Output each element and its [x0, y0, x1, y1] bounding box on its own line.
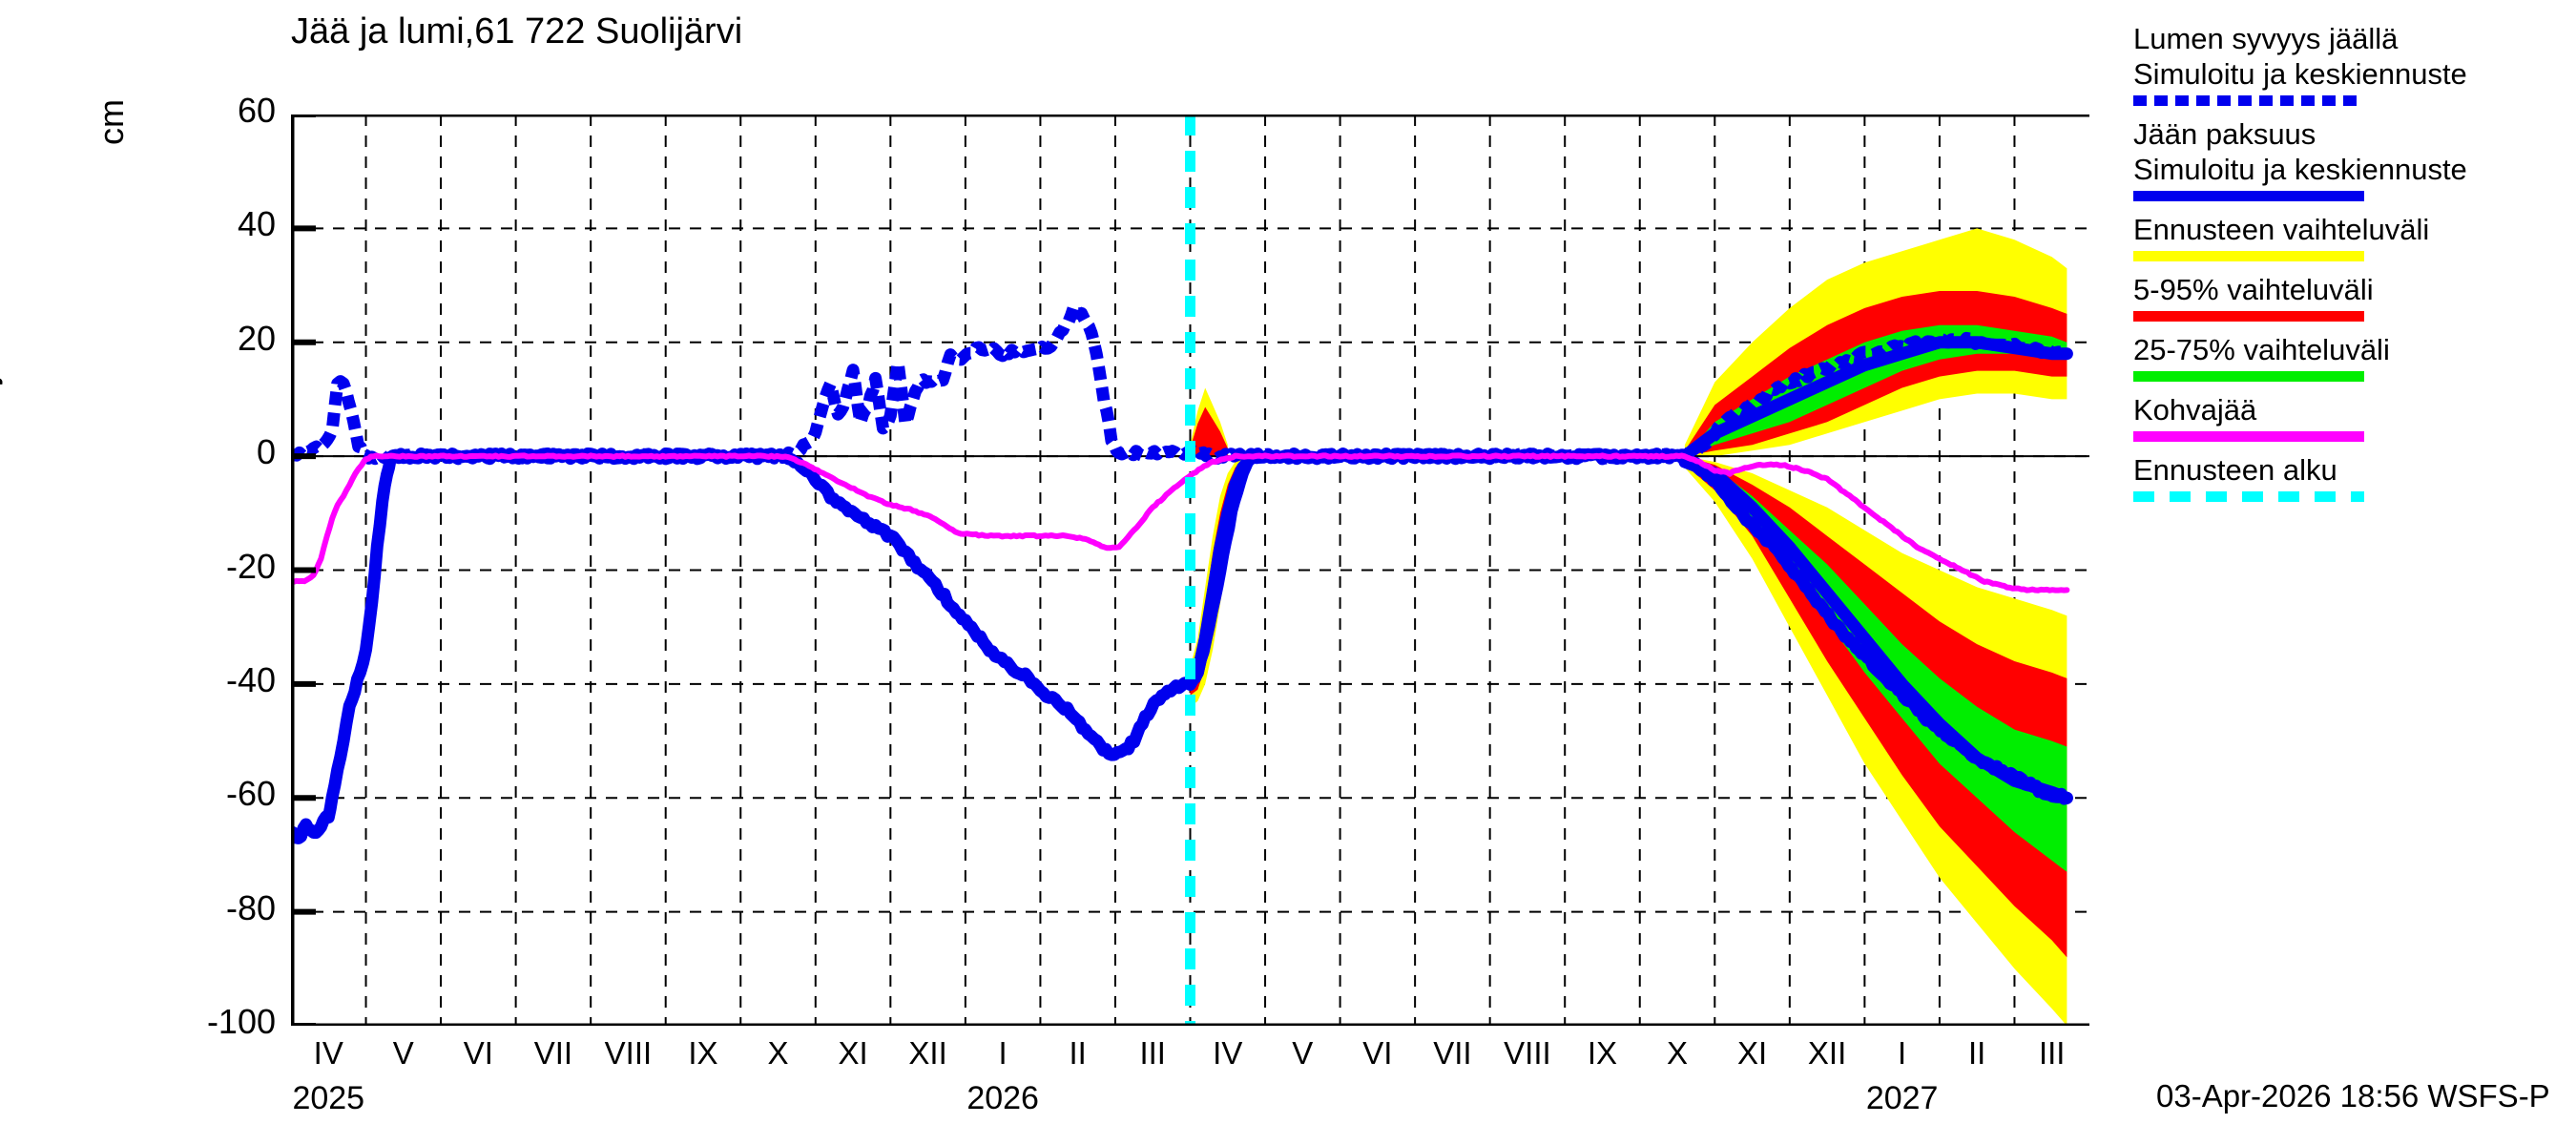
y-tick-label: -100 — [206, 1002, 276, 1041]
legend-swatch-solid — [2133, 311, 2364, 322]
x-tick-label: VI — [1362, 1035, 1393, 1071]
x-tick-label: I — [998, 1035, 1008, 1071]
x-tick-label: VII — [533, 1035, 573, 1071]
x-year-label: 2025 — [292, 1080, 365, 1116]
legend-item-title: Ennusteen alku — [2133, 453, 2337, 487]
chart-canvas — [291, 114, 2089, 1026]
legend-item: Kohvajää — [2133, 392, 2576, 442]
x-tick-label: II — [1968, 1035, 1986, 1071]
legend-item: 25-75% vaihteluväli — [2133, 332, 2576, 382]
x-tick-label: X — [767, 1035, 789, 1071]
x-tick-label: XII — [1807, 1035, 1847, 1071]
y-tick-label: -60 — [225, 774, 276, 814]
x-tick-label: XI — [838, 1035, 868, 1071]
legend-item: Jään paksuus Simuloitu ja keskiennuste — [2133, 116, 2576, 201]
x-tick-label: VI — [463, 1035, 493, 1071]
x-tick-label: VIII — [1504, 1035, 1551, 1071]
x-tick-label: V — [392, 1035, 414, 1071]
y-tick-label: -40 — [225, 659, 276, 699]
x-tick-label: IX — [688, 1035, 718, 1071]
y-tick-label: -80 — [225, 887, 276, 927]
x-tick-label: IV — [313, 1035, 343, 1071]
legend-item-title: Ennusteen vaihteluväli — [2133, 213, 2430, 246]
y-tick-label: 0 — [256, 432, 276, 472]
series-2 — [291, 452, 2070, 593]
x-tick-label: III — [2038, 1035, 2066, 1071]
y-tick-label: 40 — [237, 204, 276, 244]
legend-item-title: Jään paksuus — [2133, 117, 2316, 151]
chart-legend: Lumen syvyys jäällä Simuloitu ja keskienn… — [2133, 21, 2576, 512]
x-tick-label: IV — [1213, 1035, 1243, 1071]
legend-swatch-dashed — [2133, 491, 2364, 502]
legend-item: 5-95% vaihteluväli — [2133, 272, 2576, 322]
y-tick-label: 60 — [237, 91, 276, 130]
page-title: Jää ja lumi,61 722 Suolijärvi — [291, 11, 743, 52]
legend-swatch-dashed — [2133, 95, 2364, 106]
legend-swatch-solid — [2133, 431, 2364, 442]
legend-item-title: 5-95% vaihteluväli — [2133, 273, 2374, 306]
y-axis-unit: cm — [92, 99, 131, 145]
legend-item-subtitle: Simuloitu ja keskiennuste — [2133, 57, 2467, 91]
legend-swatch-solid — [2133, 371, 2364, 382]
legend-item-title: Lumen syvyys jäällä — [2133, 22, 2399, 55]
legend-item-title: 25-75% vaihteluväli — [2133, 333, 2390, 366]
footer-timestamp: 03-Apr-2026 18:56 WSFS-P — [2156, 1078, 2550, 1114]
x-tick-label: VIII — [604, 1035, 653, 1071]
x-tick-label: XI — [1736, 1035, 1768, 1071]
x-tick-label: I — [1898, 1035, 1907, 1071]
y-axis-title: Jää ja lumi / Ice and snow — [0, 52, 3, 448]
legend-swatch-solid — [2133, 251, 2364, 261]
data-series — [291, 300, 2073, 844]
x-tick-label: III — [1139, 1035, 1166, 1071]
x-tick-label: XII — [908, 1035, 947, 1071]
x-tick-label: VII — [1433, 1035, 1472, 1071]
x-tick-label: II — [1069, 1035, 1087, 1071]
x-year-label: 2026 — [966, 1080, 1039, 1116]
legend-item: Ennusteen vaihteluväli — [2133, 212, 2576, 261]
legend-item: Ennusteen alku — [2133, 452, 2576, 502]
legend-swatch-solid — [2133, 191, 2364, 201]
x-tick-label: X — [1667, 1035, 1689, 1071]
axis-frame — [291, 114, 2089, 1026]
x-tick-label: V — [1292, 1035, 1314, 1071]
legend-item: Lumen syvyys jäällä Simuloitu ja keskienn… — [2133, 21, 2576, 106]
x-year-label: 2027 — [1865, 1080, 1939, 1116]
legend-item-title: Kohvajää — [2133, 393, 2257, 427]
y-tick-label: -20 — [225, 546, 276, 586]
plot-area — [291, 114, 2089, 1026]
legend-item-subtitle: Simuloitu ja keskiennuste — [2133, 153, 2467, 186]
y-tick-label: 20 — [237, 318, 276, 358]
x-tick-label: IX — [1587, 1035, 1618, 1071]
